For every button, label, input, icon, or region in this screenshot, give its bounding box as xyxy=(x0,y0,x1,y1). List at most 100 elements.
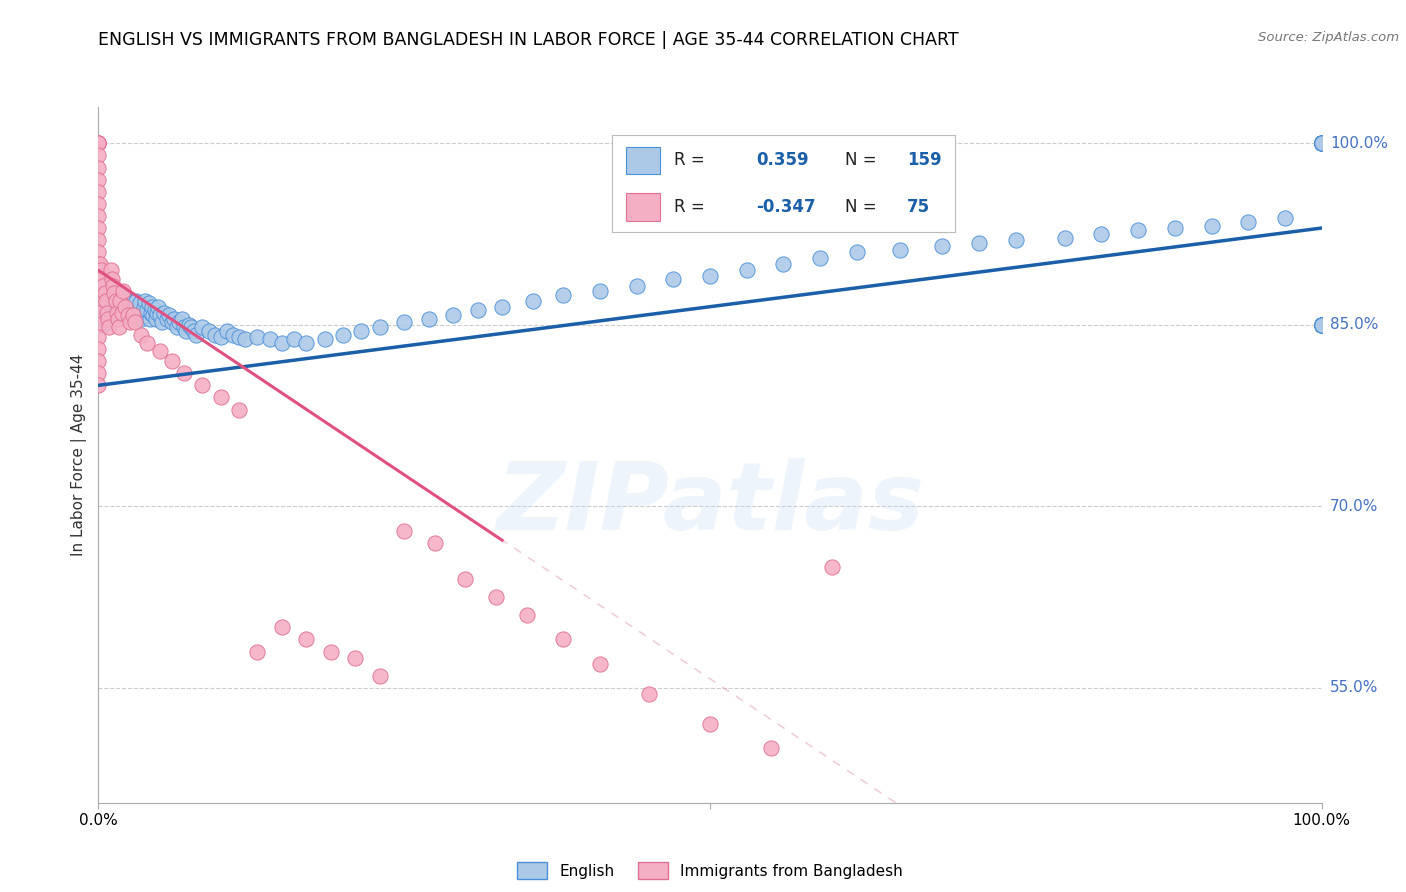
Point xyxy=(1310,318,1333,332)
Point xyxy=(139,306,162,320)
Point xyxy=(87,185,110,199)
Point xyxy=(889,243,911,257)
Point xyxy=(931,239,953,253)
Point xyxy=(1310,318,1333,332)
Point xyxy=(233,332,256,346)
Point xyxy=(368,669,391,683)
Point xyxy=(1310,318,1333,332)
Point xyxy=(98,320,121,334)
Point xyxy=(145,311,167,326)
Point xyxy=(392,315,416,329)
Point xyxy=(295,632,318,647)
Point xyxy=(149,308,172,322)
Point xyxy=(191,378,214,392)
Point xyxy=(485,590,508,604)
Point xyxy=(87,306,110,320)
Point xyxy=(87,136,110,151)
Point xyxy=(117,308,139,322)
Point xyxy=(173,366,195,380)
Point xyxy=(135,308,157,322)
Point xyxy=(1310,318,1333,332)
Point xyxy=(418,311,440,326)
Point xyxy=(128,303,150,318)
Text: R =: R = xyxy=(673,152,704,169)
Point xyxy=(1310,318,1333,332)
Point xyxy=(163,311,186,326)
Point xyxy=(139,311,162,326)
Point xyxy=(1310,136,1333,151)
Point xyxy=(1310,136,1333,151)
Point xyxy=(1310,136,1333,151)
Point xyxy=(114,300,136,314)
Point xyxy=(454,572,477,586)
Point xyxy=(170,311,193,326)
Point xyxy=(101,296,124,310)
Point xyxy=(127,308,149,322)
Point xyxy=(845,245,868,260)
Point xyxy=(87,342,110,356)
Point xyxy=(87,148,110,162)
Point xyxy=(1310,318,1333,332)
Point xyxy=(91,318,114,332)
Point xyxy=(1310,136,1333,151)
Point xyxy=(111,306,134,320)
Point xyxy=(1310,136,1333,151)
Point xyxy=(132,300,155,314)
Point xyxy=(283,332,305,346)
Point xyxy=(110,293,132,308)
Point xyxy=(120,315,142,329)
Text: -0.347: -0.347 xyxy=(756,198,815,216)
Point xyxy=(1310,136,1333,151)
Point xyxy=(90,263,112,277)
Point xyxy=(332,327,354,342)
Point xyxy=(259,332,281,346)
Point xyxy=(761,741,783,756)
Point xyxy=(1310,136,1333,151)
Point xyxy=(1310,136,1333,151)
Point xyxy=(97,300,120,314)
Point xyxy=(1310,318,1333,332)
Point xyxy=(1310,136,1333,151)
Point xyxy=(101,303,124,318)
Point xyxy=(1310,318,1333,332)
Point xyxy=(87,330,110,344)
Point xyxy=(101,272,124,286)
Point xyxy=(1310,318,1333,332)
Point xyxy=(118,308,141,322)
Point xyxy=(87,221,110,235)
Point xyxy=(1310,136,1333,151)
Point xyxy=(1310,136,1333,151)
Point xyxy=(197,324,219,338)
Point xyxy=(1310,136,1333,151)
Point xyxy=(186,327,208,342)
Point xyxy=(141,300,163,314)
Point xyxy=(1310,136,1333,151)
Point xyxy=(1310,318,1333,332)
Point xyxy=(121,311,143,326)
Point xyxy=(1310,136,1333,151)
Point xyxy=(1053,231,1076,245)
Point xyxy=(1310,136,1333,151)
Point xyxy=(246,330,269,344)
Point xyxy=(1310,318,1333,332)
Point xyxy=(87,136,110,151)
Point xyxy=(108,293,131,308)
Point xyxy=(1310,136,1333,151)
Point xyxy=(204,327,226,342)
Point xyxy=(111,302,134,317)
Point xyxy=(104,293,127,308)
Text: N =: N = xyxy=(845,152,877,169)
Point xyxy=(1310,136,1333,151)
Point xyxy=(522,293,544,308)
Point xyxy=(177,318,200,332)
Point xyxy=(146,306,169,320)
Text: 0.359: 0.359 xyxy=(756,152,808,169)
Point xyxy=(1310,318,1333,332)
Point xyxy=(87,245,110,260)
Point xyxy=(107,300,129,314)
Point xyxy=(87,354,110,368)
Point xyxy=(160,354,183,368)
Point xyxy=(1274,211,1296,226)
Point xyxy=(120,303,142,318)
Point xyxy=(808,252,831,266)
